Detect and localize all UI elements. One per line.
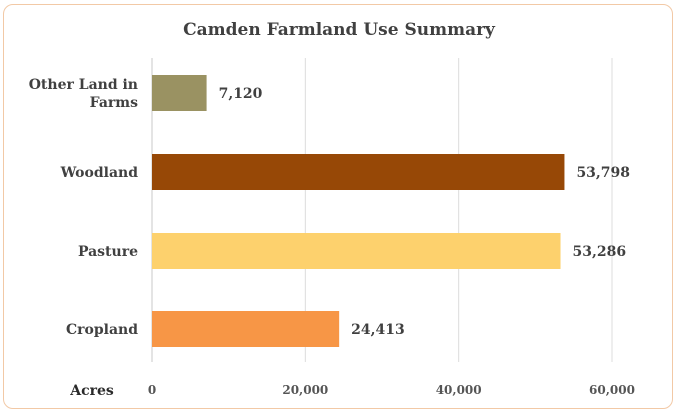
chart-title: Camden Farmland Use Summary (183, 20, 495, 40)
data-label: 7,120 (219, 86, 263, 102)
category-label-line: Pasture (78, 244, 138, 260)
bar (152, 233, 561, 269)
x-tick-label: 0 (148, 383, 156, 397)
x-axis-title: Acres (69, 383, 114, 399)
x-tick-label: 60,000 (589, 383, 635, 397)
category-label-line: Other Land in (29, 77, 138, 93)
category-label-line: Woodland (60, 165, 139, 181)
bar (152, 154, 565, 190)
category-label: Other Land in Farms (29, 77, 138, 111)
category-label-line: Farms (90, 95, 138, 111)
x-tick-label: 40,000 (436, 383, 482, 397)
category-label: Cropland (66, 322, 138, 338)
bar (152, 75, 207, 111)
category-label: Pasture (78, 244, 138, 260)
data-label: 24,413 (351, 322, 405, 338)
bar (152, 311, 340, 347)
category-label-line: Cropland (66, 322, 138, 338)
data-label: 53,286 (573, 244, 627, 260)
data-label: 53,798 (576, 165, 630, 181)
category-label: Woodland (60, 165, 139, 181)
x-tick-label: 20,000 (282, 383, 328, 397)
